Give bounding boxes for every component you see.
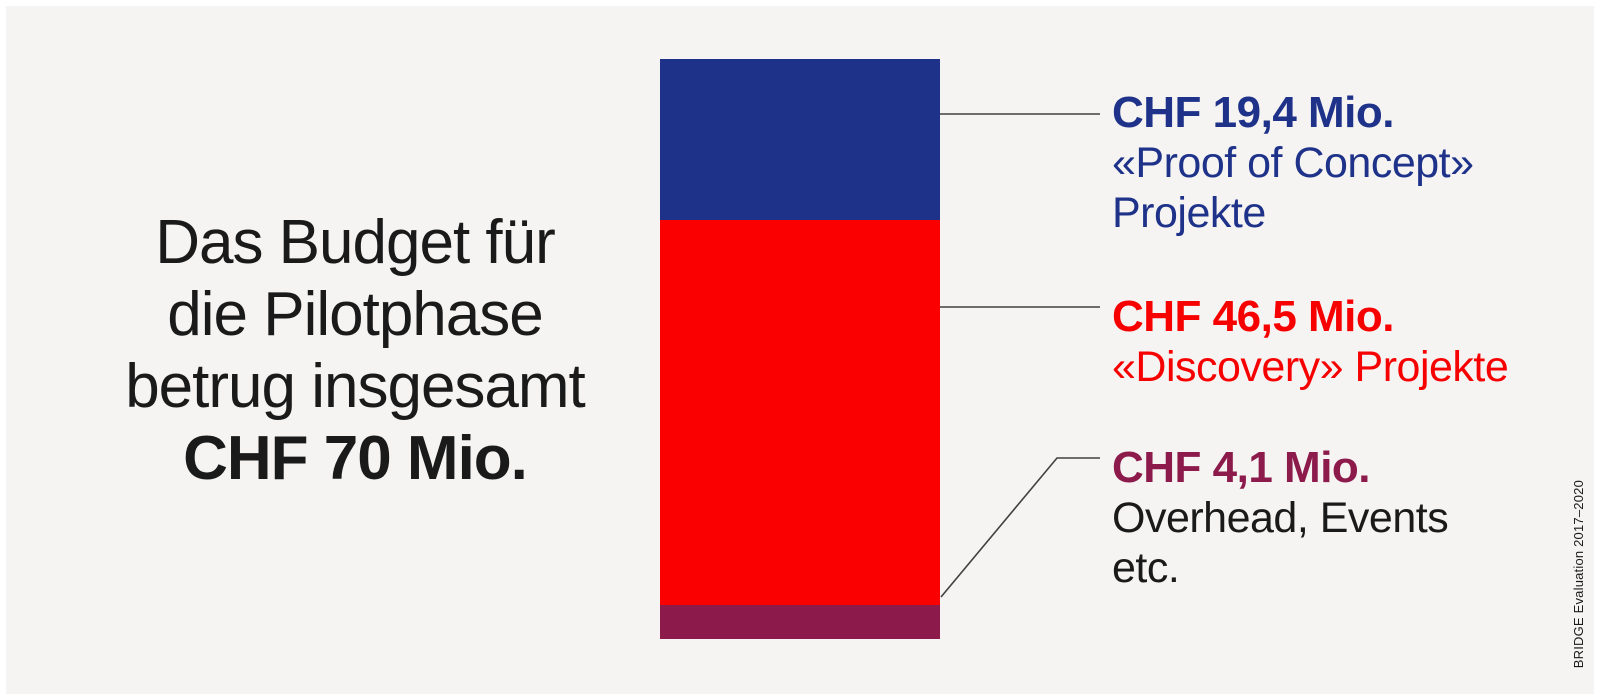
segment-desc: etc. bbox=[1112, 544, 1180, 592]
segment-desc: Projekte bbox=[1112, 189, 1266, 237]
stacked-bar bbox=[660, 59, 940, 639]
intro-line: Das Budget für bbox=[155, 208, 556, 277]
segment-desc: Overhead, Events bbox=[1112, 494, 1449, 542]
bar-segment-discovery bbox=[660, 219, 940, 606]
segment-value: CHF 19,4 Mio. bbox=[1112, 88, 1394, 137]
intro-text: Das Budget für die Pilotphase betrug ins… bbox=[40, 207, 670, 495]
segment-desc: «Proof of Concept» bbox=[1112, 139, 1474, 187]
segment-label-proof-of-concept: CHF 19,4 Mio. «Proof of Concept» Projekt… bbox=[1112, 88, 1474, 238]
segment-label-overhead: CHF 4,1 Mio. Overhead, Events etc. bbox=[1112, 443, 1449, 593]
segment-desc: «Discovery» Projekte bbox=[1112, 343, 1509, 391]
bar-segment-overhead bbox=[660, 605, 940, 639]
bar-segment-proof-of-concept bbox=[660, 59, 940, 220]
segment-value: CHF 46,5 Mio. bbox=[1112, 292, 1395, 341]
intro-total: CHF 70 Mio. bbox=[183, 424, 528, 493]
segment-label-discovery: CHF 46,5 Mio. «Discovery» Projekte bbox=[1112, 292, 1509, 392]
intro-line: die Pilotphase bbox=[167, 280, 544, 349]
intro-line: betrug insgesamt bbox=[125, 352, 586, 421]
segment-value: CHF 4,1 Mio. bbox=[1112, 443, 1371, 492]
credit-text: BRIDGE Evaluation 2017–2020 bbox=[1571, 479, 1586, 668]
leader-line-overhead bbox=[940, 457, 1100, 598]
